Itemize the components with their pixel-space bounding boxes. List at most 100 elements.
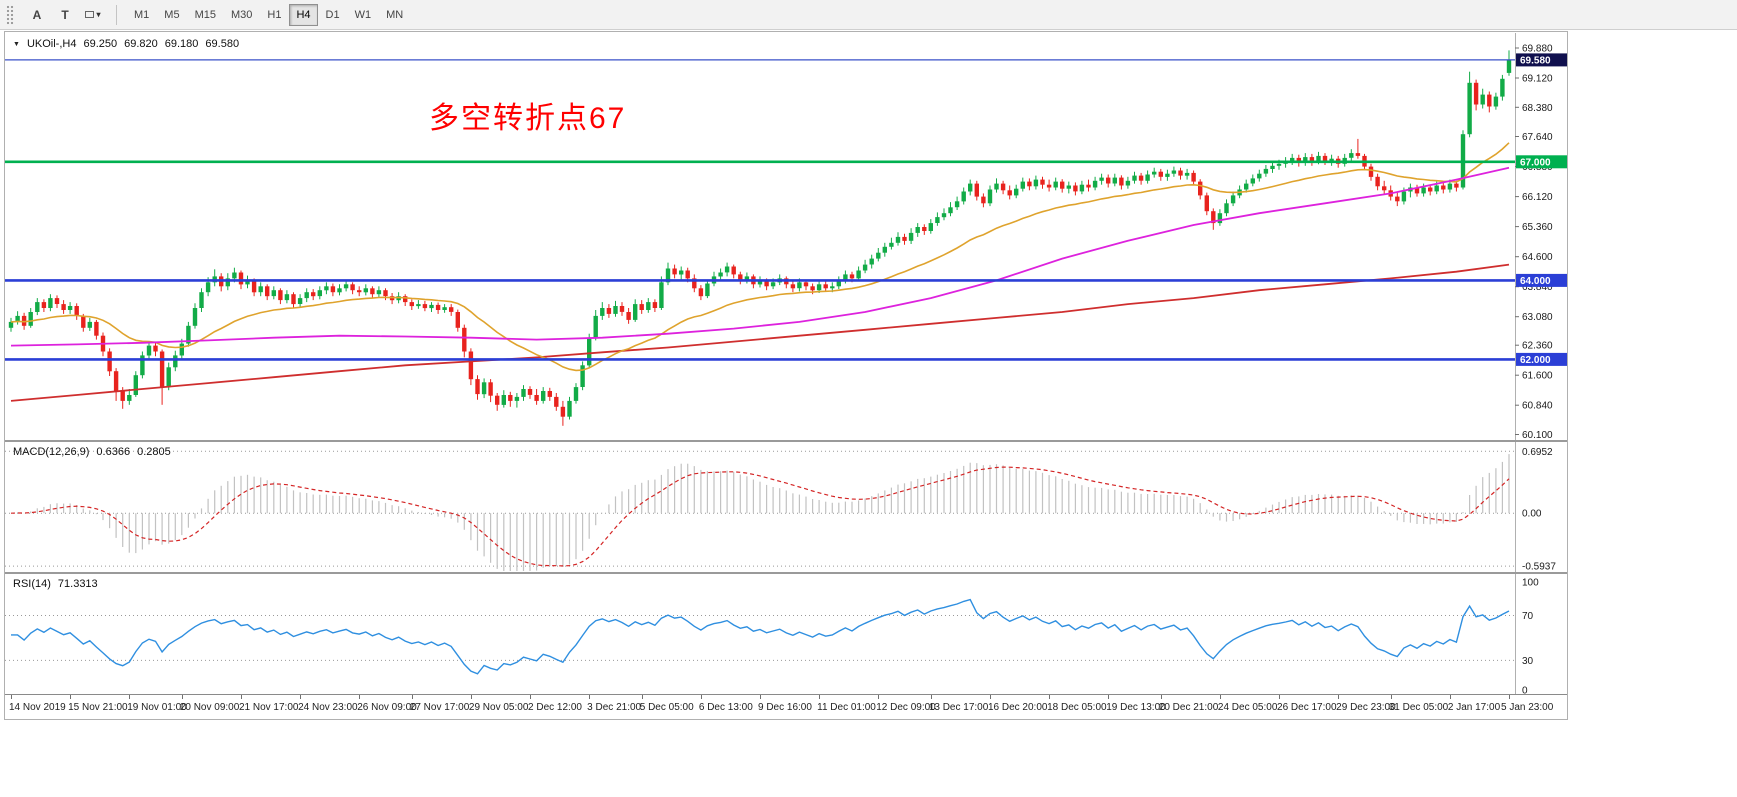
svg-text:69.120: 69.120 (1522, 74, 1553, 85)
time-axis-tick (1108, 695, 1110, 699)
time-axis-label: 15 Nov 21:00 (68, 702, 128, 713)
toolbar-drag-handle[interactable] (6, 4, 14, 25)
time-axis-tick (878, 695, 880, 699)
time-axis-label: 21 Nov 17:00 (238, 702, 299, 713)
macd-indicator-label: MACD(12,26,9) 0.6366 0.2805 (13, 446, 171, 458)
time-axis-label: 26 Dec 17:00 (1277, 702, 1337, 713)
svg-text:-0.5937: -0.5937 (1522, 562, 1556, 572)
timeframe-m1-button[interactable]: M1 (127, 4, 156, 26)
rsi-indicator-label: RSI(14) 71.3313 (13, 578, 98, 590)
svg-text:60.100: 60.100 (1522, 430, 1553, 440)
time-axis-tick (241, 695, 242, 699)
rsi-plot[interactable]: 100 70 30 0 (5, 574, 1567, 694)
time-axis-label: 3 Dec 21:00 (587, 702, 642, 713)
macd-panel[interactable]: 0.6952 0.00 -0.5937 MACD(12,26,9) 0.6366 0… (5, 442, 1567, 572)
time-axis-tick (411, 695, 413, 699)
svg-text:100: 100 (1522, 578, 1539, 589)
svg-text:69.880: 69.880 (1522, 44, 1553, 55)
svg-text:30: 30 (1522, 656, 1534, 667)
time-axis-tick (70, 695, 72, 699)
time-axis-tick (1390, 695, 1392, 699)
chart-window: 69.88069.12068.38067.64066.88066.12065.3… (4, 31, 1568, 720)
time-axis-tick (930, 695, 932, 699)
candlestick-plot[interactable]: 69.88069.12068.38067.64066.88066.12065.3… (5, 33, 1567, 440)
time-axis-label: 2 Jan 17:00 (1447, 702, 1501, 713)
time-axis-label: 24 Dec 05:00 (1217, 702, 1278, 713)
svg-text:67.640: 67.640 (1522, 132, 1553, 143)
time-axis-tick (641, 695, 643, 699)
symbol-dropdown-icon[interactable]: ▼ (13, 40, 20, 48)
timeframe-w1-button[interactable]: W1 (348, 4, 379, 26)
svg-text:63.080: 63.080 (1522, 312, 1553, 323)
toolbar-separator (116, 4, 117, 25)
svg-text:61.600: 61.600 (1522, 371, 1553, 382)
time-axis-tick (1449, 695, 1451, 699)
timeframe-h4-button[interactable]: H4 (289, 3, 318, 26)
chevron-down-icon: ▾ (96, 10, 101, 19)
svg-text:66.120: 66.120 (1522, 192, 1553, 203)
time-axis-tick (760, 695, 761, 699)
time-axis[interactable]: 14 Nov 2019 15 Nov 21:00 19 Nov 01:00 20 No… (5, 694, 1567, 719)
time-axis-tick (129, 695, 131, 699)
rsi-name: RSI(14) (13, 578, 51, 590)
macd-signal-value: 0.2805 (137, 446, 171, 458)
timeframe-group: M1 M5 M15 M30 H1 H4 D1 W1 MN (127, 3, 410, 26)
timeframe-m5-button[interactable]: M5 (157, 4, 186, 26)
timeframe-mn-button[interactable]: MN (379, 4, 410, 26)
time-axis-label: 6 Dec 13:00 (698, 702, 753, 713)
time-axis-label: 27 Nov 17:00 (409, 702, 470, 713)
shapes-icon (85, 11, 95, 18)
time-axis-tick (470, 695, 472, 699)
svg-text:65.360: 65.360 (1522, 222, 1553, 233)
panel-separator[interactable] (5, 572, 1567, 574)
svg-text:67.000: 67.000 (1520, 157, 1551, 168)
time-axis-label: 20 Nov 09:00 (179, 702, 240, 713)
time-axis-tick (1279, 695, 1280, 699)
chart-toolbar: A T ▾ M1 M5 M15 M30 H1 H4 D1 W1 MN (0, 0, 1737, 30)
time-axis-label: 29 Dec 23:00 (1336, 702, 1396, 713)
time-axis-tick (11, 695, 12, 699)
svg-text:60.840: 60.840 (1522, 401, 1553, 412)
time-axis-label: 9 Dec 16:00 (758, 702, 812, 713)
time-axis-label: 14 Nov 2019 (9, 702, 66, 713)
time-axis-label: 12 Dec 09:00 (876, 702, 936, 713)
label-tool-button[interactable]: T (52, 3, 78, 27)
macd-plot[interactable]: 0.6952 0.00 -0.5937 (5, 442, 1567, 572)
chart-header: ▼ UKOil-,H4 69.250 69.820 69.180 69.580 (13, 38, 239, 50)
svg-text:64.000: 64.000 (1520, 276, 1551, 287)
macd-main-value: 0.6366 (96, 446, 131, 458)
time-axis-tick (1160, 695, 1162, 699)
time-axis-label: 20 Dec 21:00 (1158, 702, 1219, 713)
time-axis-label: 5 Dec 05:00 (639, 702, 694, 713)
time-axis-label: 31 Dec 05:00 (1388, 702, 1449, 713)
rsi-value: 71.3313 (57, 578, 98, 590)
time-axis-tick (359, 695, 361, 699)
macd-name: MACD(12,26,9) (13, 446, 90, 458)
price-scale-axis[interactable] (1515, 32, 1567, 719)
low-value: 69.180 (164, 38, 199, 50)
rsi-panel[interactable]: 100 70 30 0 RSI(14) 71.3313 (5, 574, 1567, 694)
time-axis-tick (300, 695, 302, 699)
text-tool-button[interactable]: A (24, 3, 50, 27)
panel-separator[interactable] (5, 440, 1567, 442)
timeframe-m30-button[interactable]: M30 (224, 4, 259, 26)
timeframe-d1-button[interactable]: D1 (319, 4, 347, 26)
time-axis-label: 18 Dec 05:00 (1047, 702, 1107, 713)
time-axis-tick (530, 695, 531, 699)
line-studies-dropdown-button[interactable]: ▾ (80, 3, 106, 27)
timeframe-m15-button[interactable]: M15 (188, 4, 223, 26)
close-value: 69.580 (205, 38, 240, 50)
svg-text:63.840: 63.840 (1522, 282, 1553, 293)
time-axis-label: 19 Nov 01:00 (127, 702, 187, 713)
open-value: 69.250 (83, 38, 118, 50)
time-axis-label: 26 Nov 09:00 (357, 702, 417, 713)
time-axis-tick (990, 695, 991, 699)
price-chart-panel[interactable]: 69.88069.12068.38067.64066.88066.12065.3… (5, 33, 1567, 440)
time-axis-label: 16 Dec 20:00 (987, 702, 1048, 713)
svg-text:70: 70 (1522, 611, 1534, 622)
timeframe-h1-button[interactable]: H1 (260, 4, 288, 26)
time-axis-label: 19 Dec 13:00 (1106, 702, 1166, 713)
time-axis-tick (1049, 695, 1051, 699)
svg-text:62.360: 62.360 (1522, 341, 1553, 352)
chart-annotation-text[interactable]: 多空转折点67 (429, 102, 627, 135)
